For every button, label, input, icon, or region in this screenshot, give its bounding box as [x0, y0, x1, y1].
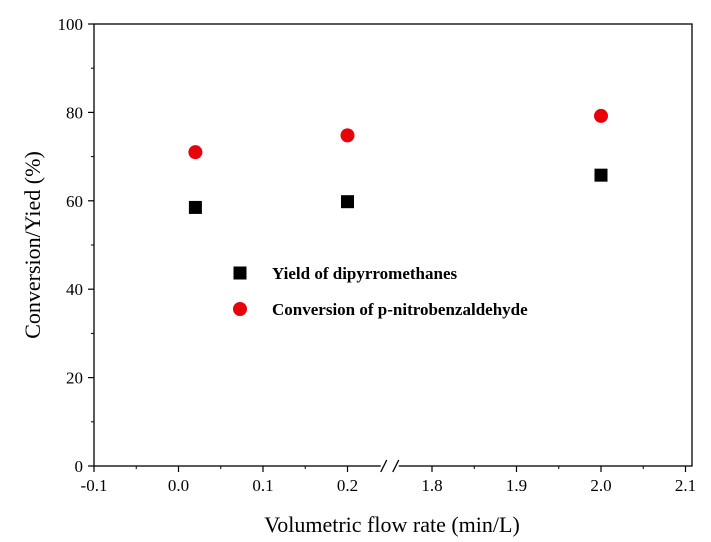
x-tick-label: 0.2 [337, 476, 358, 495]
x-tick-label: 1.8 [421, 476, 442, 495]
data-point-square [341, 195, 354, 209]
data-point-circle [340, 128, 355, 143]
legend-marker-circle [233, 302, 247, 316]
x-tick-label: -0.1 [81, 476, 108, 495]
legend-label: Conversion of p-nitrobenzaldehyde [272, 300, 528, 319]
y-tick-label: 80 [66, 103, 83, 122]
x-axis-title: Volumetric flow rate (min/L) [264, 512, 520, 537]
x-tick-label: 2.1 [675, 476, 696, 495]
x-tick-label: 0.1 [252, 476, 273, 495]
y-tick-label: 60 [66, 192, 83, 211]
data-point-circle [594, 108, 608, 123]
data-point-circle [188, 145, 203, 160]
ticks-layer: -0.1 0.0 0.1 0.2 1.8 1.9 2.0 2.1 0 20 40 60 80 100 [58, 15, 697, 495]
y-tick-label: 40 [66, 280, 83, 299]
y-tick-label: 100 [58, 15, 84, 34]
x-tick-label: 0.0 [168, 476, 189, 495]
legend-marker-square [233, 266, 247, 280]
x-tick-label: 2.0 [590, 476, 611, 495]
plot-frame [93, 23, 693, 467]
y-tick-label: 20 [66, 369, 83, 388]
y-axis-title: Conversion/Yied (%) [20, 151, 45, 339]
data-point-square [594, 168, 608, 182]
legend: Yield of dipyrromethanes Conversion of p-… [233, 264, 528, 319]
axis-break-mark [380, 459, 388, 473]
legend-label: Yield of dipyrromethanes [272, 264, 457, 283]
points-layer [188, 108, 608, 214]
data-point-square [188, 200, 202, 214]
y-tick-label: 0 [75, 457, 84, 476]
axis-break-mark [392, 459, 400, 473]
x-tick-label: 1.9 [506, 476, 527, 495]
